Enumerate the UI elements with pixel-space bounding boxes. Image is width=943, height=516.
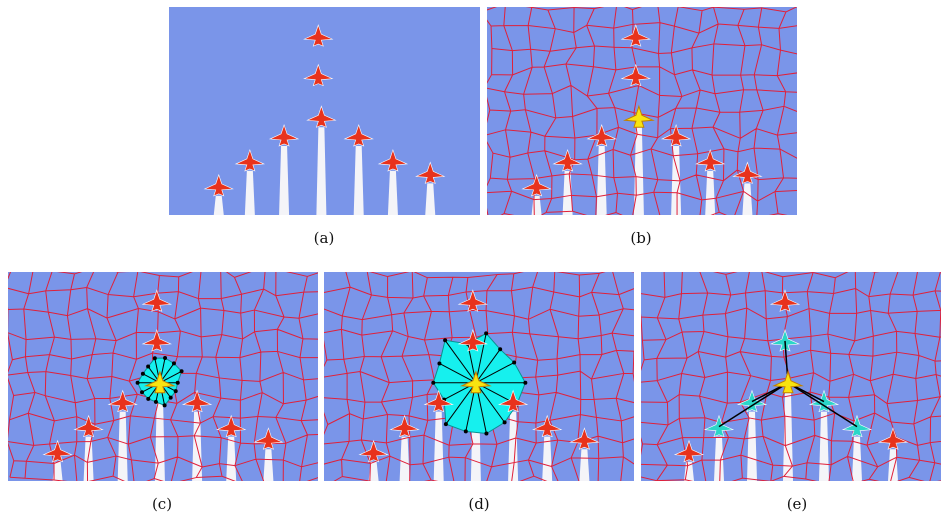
node	[136, 381, 140, 385]
caption: (c)	[152, 495, 172, 513]
node	[498, 347, 502, 351]
node	[163, 403, 167, 407]
node	[484, 331, 488, 335]
node	[431, 381, 435, 385]
caption: (e)	[787, 495, 808, 513]
image-panel	[8, 272, 318, 481]
node	[443, 338, 447, 342]
caption: (d)	[468, 495, 489, 513]
image-panel	[487, 7, 797, 215]
node	[464, 429, 468, 433]
caption: (a)	[314, 229, 335, 247]
node	[174, 389, 178, 393]
image-panel	[324, 272, 634, 481]
node	[163, 356, 167, 360]
node	[503, 420, 507, 424]
node	[444, 422, 448, 426]
node	[512, 361, 516, 365]
node	[180, 369, 184, 373]
figure: (a) (b) (c) (d) (e)	[0, 0, 943, 516]
node	[146, 397, 150, 401]
node	[437, 361, 441, 365]
node	[176, 381, 180, 385]
node	[140, 390, 144, 394]
node	[154, 400, 158, 404]
image-panel	[169, 7, 480, 215]
node	[172, 361, 176, 365]
node	[141, 372, 145, 376]
node	[484, 432, 488, 436]
image-panel	[641, 272, 941, 481]
node	[169, 396, 173, 400]
caption: (b)	[630, 229, 651, 247]
node	[146, 365, 150, 369]
node	[153, 356, 157, 360]
node	[523, 381, 527, 385]
